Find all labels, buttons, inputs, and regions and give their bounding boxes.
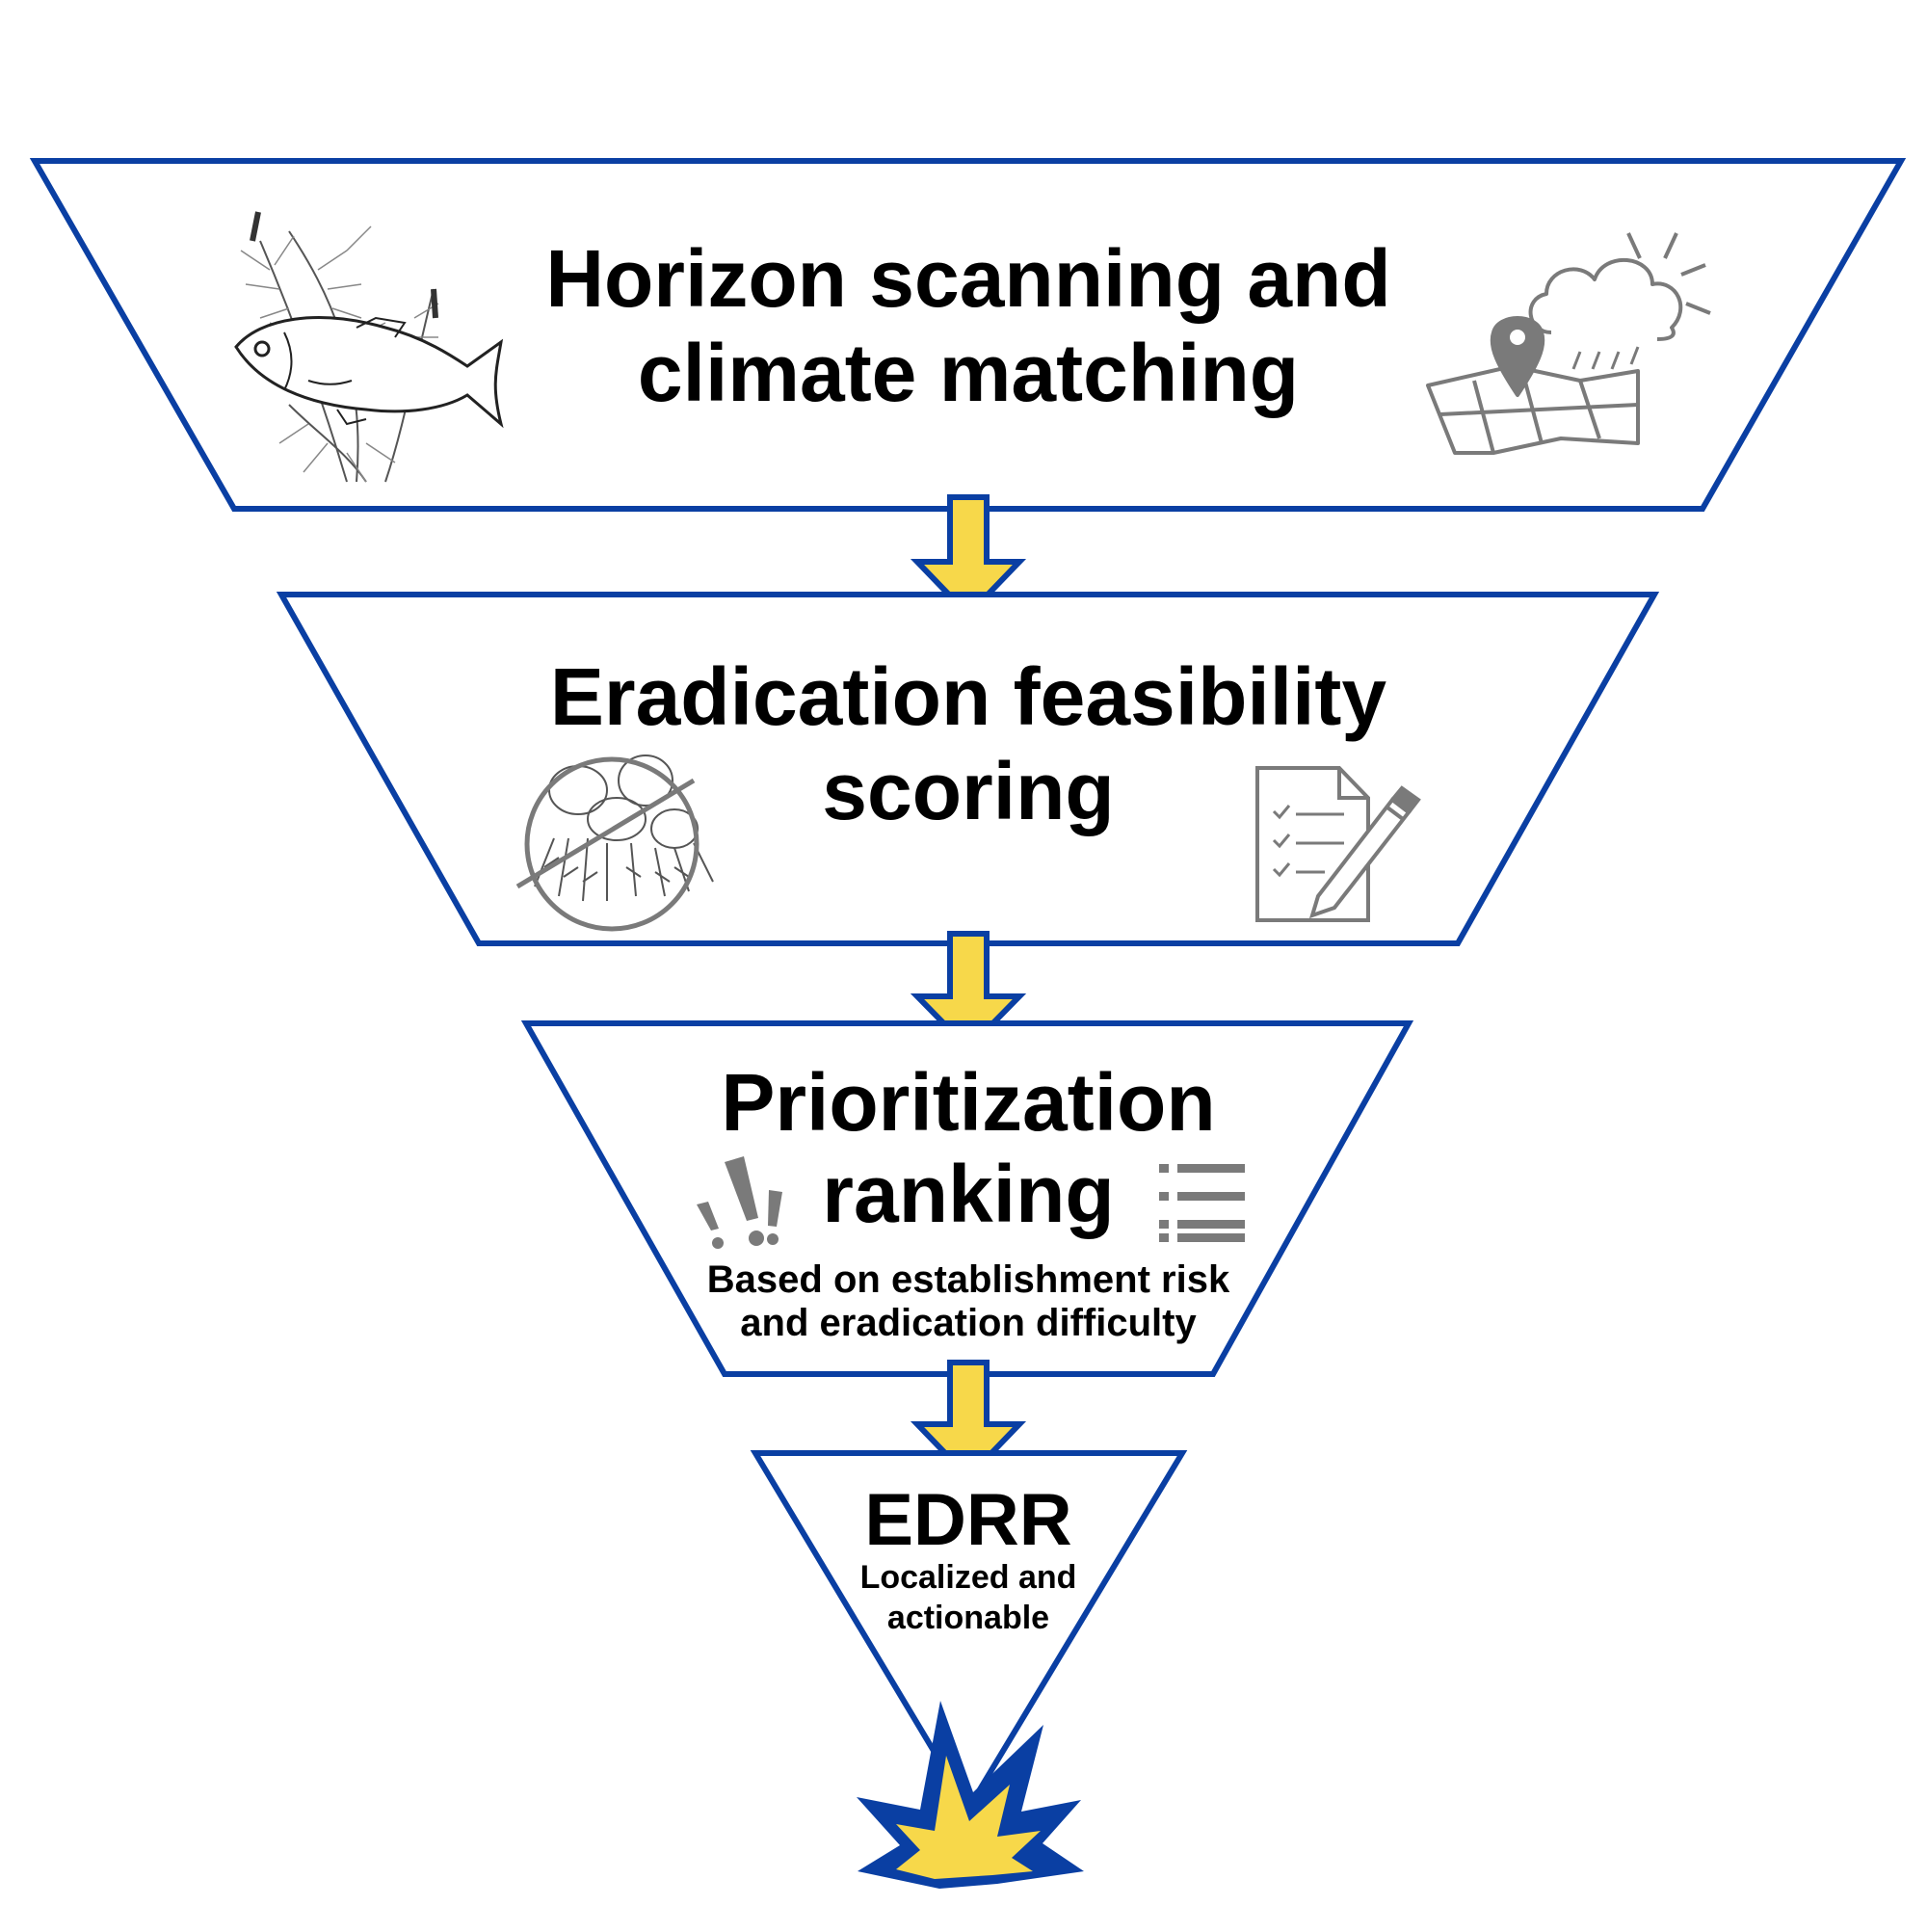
burst-icon [857, 1701, 1084, 1889]
stage-4-title: EDRR [864, 1479, 1071, 1561]
stage-1: Horizon scanning and climate matching [29, 158, 1907, 512]
stage-4-note-line1: Localized and [860, 1559, 1077, 1596]
arrow-1 [910, 494, 1027, 620]
list-icon [1159, 1164, 1245, 1242]
weather-map-icon [1426, 232, 1711, 455]
stage-2-title-line2: scoring [822, 746, 1114, 836]
stage-4-box [750, 1450, 1188, 1814]
checklist-pencil-icon [1255, 766, 1421, 922]
stage-2-box [276, 592, 1660, 946]
stage-3-title-line2: ranking [822, 1149, 1114, 1239]
fish-plant-icon [234, 211, 504, 483]
exclamation-icon [697, 1156, 782, 1249]
stage-2-title-line1: Eradication feasibility [550, 651, 1387, 742]
stage-3-note-line1: Based on establishment risk [707, 1258, 1230, 1301]
stage-3: Prioritization ranking Based on establis… [520, 1020, 1414, 1377]
stage-3-box [520, 1020, 1414, 1377]
stage-4-note-line2: actionable [887, 1600, 1049, 1636]
stage-2: Eradication feasibility scoring [276, 592, 1660, 946]
stage-4: EDRR Localized and actionable [750, 1450, 1188, 1814]
no-plant-icon [515, 754, 714, 932]
stage-1-title-line1: Horizon scanning and [545, 233, 1390, 324]
stage-3-title-line1: Prioritization [721, 1057, 1215, 1148]
stage-3-note-line2: and eradication difficulty [740, 1302, 1197, 1344]
stage-1-title-line2: climate matching [638, 328, 1299, 418]
